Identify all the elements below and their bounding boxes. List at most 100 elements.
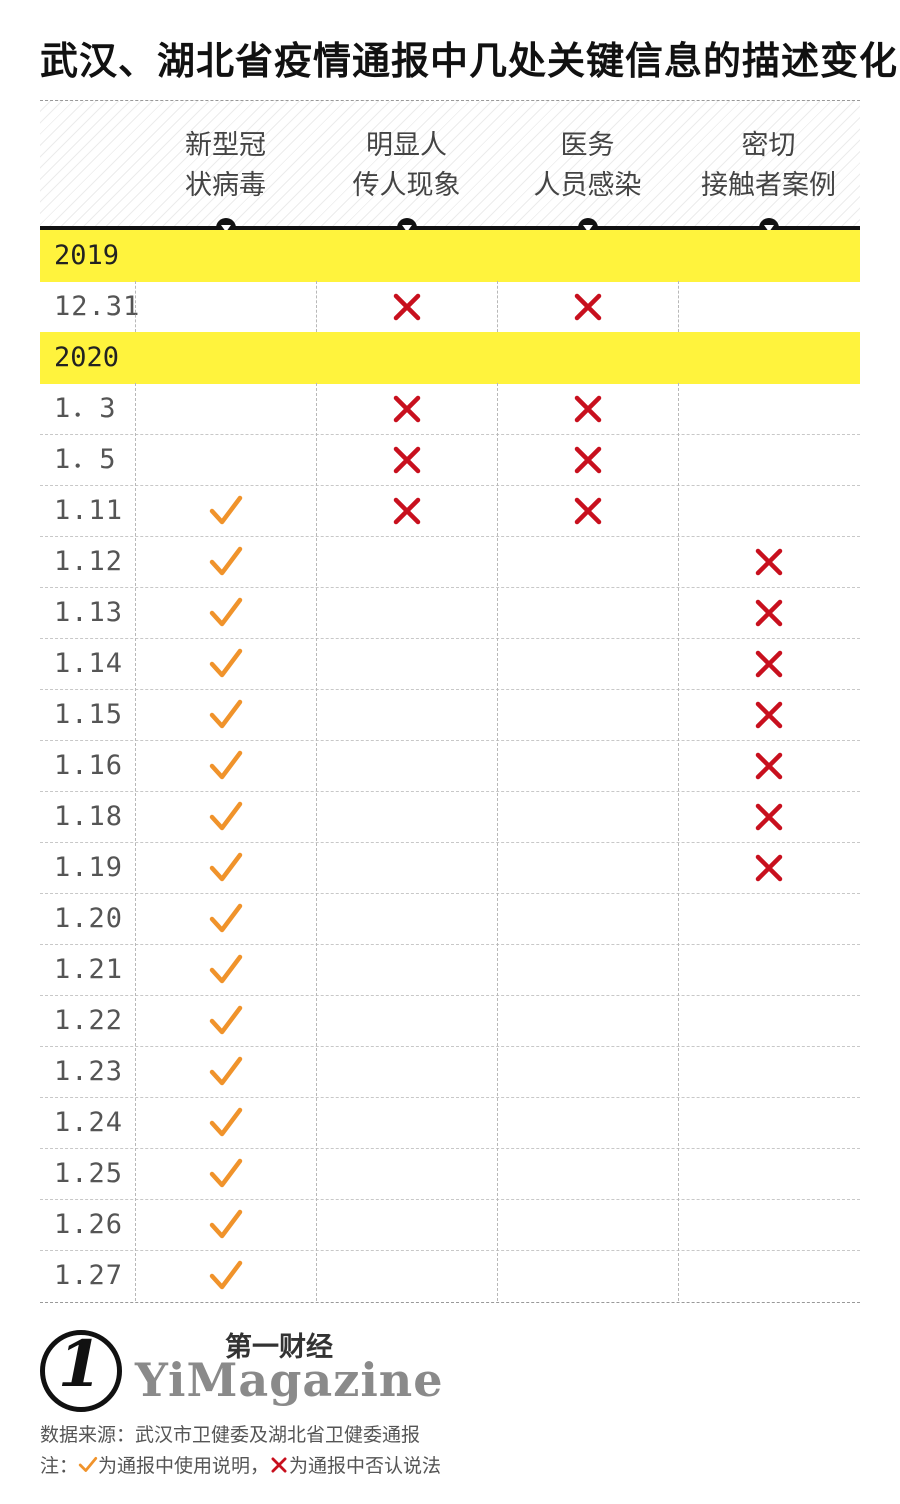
cross-mark-icon	[574, 497, 602, 525]
check-mark-icon	[209, 1158, 243, 1188]
check-mark-icon	[209, 1260, 243, 1290]
row-divider	[40, 1148, 860, 1149]
cross-mark-icon	[755, 854, 783, 882]
cross-mark-icon	[574, 446, 602, 474]
year-label: 2019	[54, 240, 120, 271]
check-mark-icon	[209, 597, 243, 627]
cross-mark-icon	[393, 497, 421, 525]
date-label: 1.19	[54, 852, 124, 883]
row-divider	[40, 740, 860, 741]
row-divider	[40, 944, 860, 945]
check-icon	[78, 1456, 98, 1472]
check-mark-icon	[209, 495, 243, 525]
check-mark-icon	[209, 801, 243, 831]
logo-numeral: 1	[57, 1327, 103, 1402]
column-header-line: 传人现象	[352, 170, 461, 201]
row-divider	[40, 893, 860, 894]
date-label: 1.15	[54, 699, 124, 730]
row-divider	[40, 791, 860, 792]
cross-mark-icon	[755, 803, 783, 831]
year-label: 2020	[54, 342, 120, 373]
row-divider	[40, 536, 860, 537]
date-label: 1.21	[54, 954, 124, 985]
legend-check-text: 为通报中使用说明，	[98, 1455, 270, 1477]
date-label: 1.27	[54, 1260, 124, 1291]
column-divider	[316, 281, 317, 332]
column-divider	[678, 281, 679, 332]
date-label: 1.18	[54, 801, 124, 832]
date-label: 1．3	[54, 393, 117, 424]
column-header-line: 新型冠	[185, 130, 266, 161]
cross-mark-icon	[393, 395, 421, 423]
date-label: 1.20	[54, 903, 124, 934]
cross-icon	[271, 1457, 287, 1473]
cross-mark-icon	[755, 650, 783, 678]
column-header-line: 接触者案例	[701, 170, 836, 201]
row-divider	[40, 587, 860, 588]
date-label: 1.26	[54, 1209, 124, 1240]
check-mark-icon	[209, 699, 243, 729]
date-label: 1.11	[54, 495, 124, 526]
column-header-medical-staff-infection: 医务 人员感染	[497, 126, 678, 206]
check-mark-icon	[209, 903, 243, 933]
column-divider	[135, 281, 136, 332]
cross-mark-icon	[393, 446, 421, 474]
logo-english-name: YiMagazine	[135, 1353, 444, 1407]
cross-mark-icon	[755, 752, 783, 780]
date-label: 1.24	[54, 1107, 124, 1138]
row-divider	[40, 842, 860, 843]
check-mark-icon	[209, 1005, 243, 1035]
row-divider	[40, 638, 860, 639]
date-label: 1.16	[54, 750, 124, 781]
column-header-line: 人员感染	[533, 170, 642, 201]
check-mark-icon	[209, 852, 243, 882]
check-mark-icon	[209, 546, 243, 576]
date-label: 12.31	[54, 291, 141, 322]
row-divider	[40, 1097, 860, 1098]
column-divider	[316, 383, 317, 1301]
column-header-close-contacts: 密切 接触者案例	[678, 126, 859, 206]
cross-mark-icon	[393, 293, 421, 321]
row-divider	[40, 1046, 860, 1047]
column-divider	[497, 281, 498, 332]
column-divider	[135, 383, 136, 1301]
column-header-line: 明显人	[366, 130, 447, 161]
year-band-2020: 2020	[40, 332, 860, 384]
cross-mark-icon	[755, 701, 783, 729]
date-label: 1.25	[54, 1158, 124, 1189]
table-bottom-border	[40, 1302, 860, 1303]
logo-circle-icon	[40, 1330, 122, 1412]
logo-chinese-name: 第一财经	[225, 1332, 333, 1363]
date-label: 1.23	[54, 1056, 124, 1087]
column-header-line: 状病毒	[185, 170, 266, 201]
date-label: 1.12	[54, 546, 124, 577]
check-mark-icon	[209, 1056, 243, 1086]
date-label: 1.14	[54, 648, 124, 679]
row-divider	[40, 434, 860, 435]
row-divider	[40, 1250, 860, 1251]
column-divider	[497, 383, 498, 1301]
year-band-2019: 2019	[40, 230, 860, 282]
column-header-novel-coronavirus: 新型冠 状病毒	[135, 126, 316, 206]
column-header-human-transmission: 明显人 传人现象	[316, 126, 497, 206]
cross-mark-icon	[755, 599, 783, 627]
row-divider	[40, 995, 860, 996]
header-hatch-area	[40, 100, 860, 229]
legend-prefix: 注：	[40, 1455, 79, 1477]
data-source-note: 数据来源：武汉市卫健委及湖北省卫健委通报	[40, 1424, 421, 1446]
check-mark-icon	[209, 1107, 243, 1137]
check-mark-icon	[209, 1209, 243, 1239]
cross-mark-icon	[755, 548, 783, 576]
date-label: 1.13	[54, 597, 124, 628]
date-label: 1.22	[54, 1005, 124, 1036]
date-label: 1．5	[54, 444, 117, 475]
row-divider	[40, 1199, 860, 1200]
cross-mark-icon	[574, 395, 602, 423]
row-divider	[40, 485, 860, 486]
cross-mark-icon	[574, 293, 602, 321]
check-mark-icon	[209, 648, 243, 678]
legend-note: 注： 为通报中使用说明， 为通报中否认说法	[40, 1451, 441, 1478]
check-mark-icon	[209, 954, 243, 984]
row-divider	[40, 689, 860, 690]
column-divider	[678, 383, 679, 1301]
